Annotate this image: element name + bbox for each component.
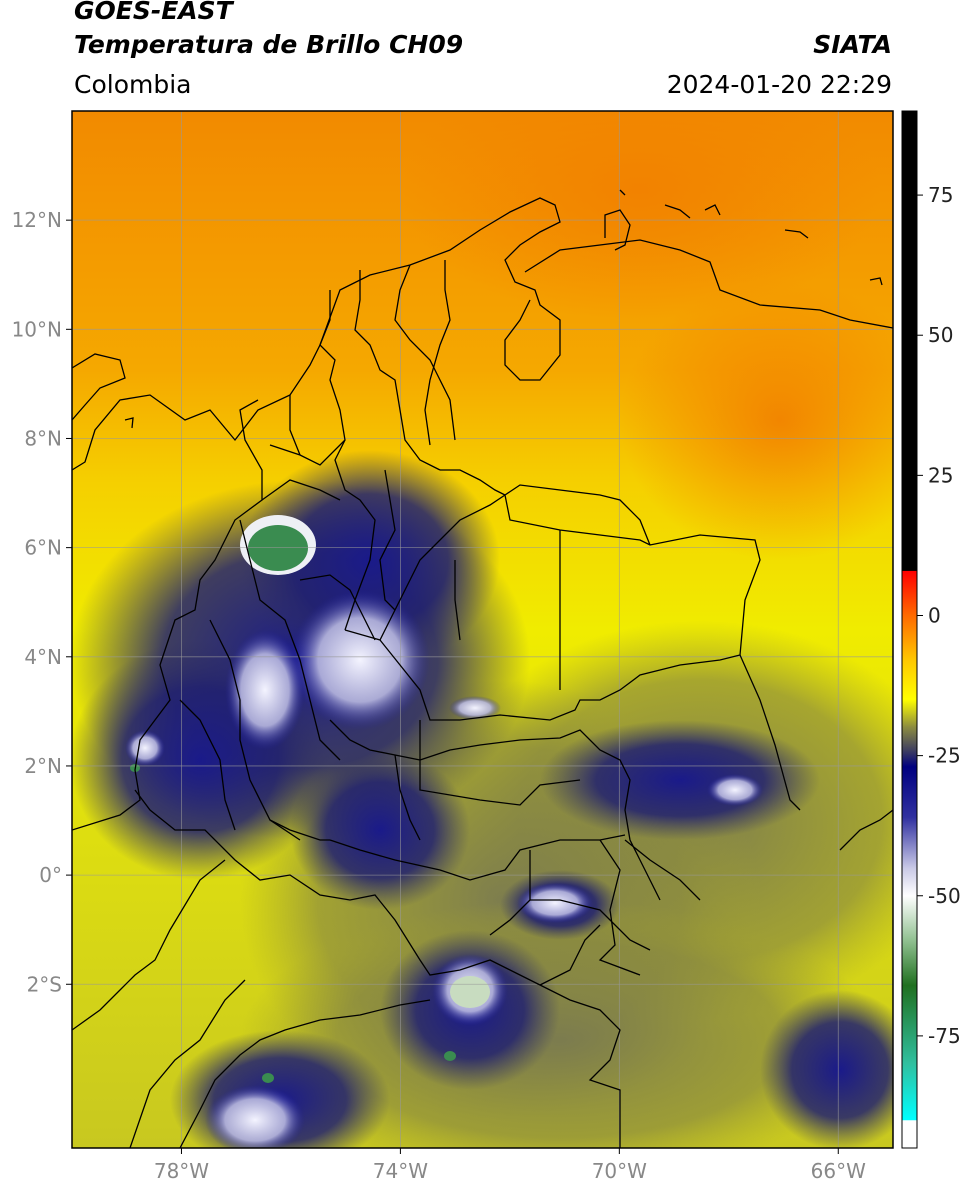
lon-tick-label-2: 70°W [592,1159,647,1183]
map-gridlines [72,111,893,1148]
lat-tick-label-5: 2°N [24,754,62,778]
lon-tick-label-3: 66°W [811,1159,866,1183]
map-frame [71,110,894,1149]
organization-label: SIATA [813,30,892,59]
lat-tick-label-6: 0° [39,863,62,887]
latitude-tick-labels: 12°N 10°N 8°N 6°N 4°N 2°N 0° 2°S [12,208,72,996]
lat-tick-label-1: 10°N [12,317,62,341]
brightness-field [72,111,893,1148]
lat-tick-label-7: 2°S [27,972,62,996]
colorbar-tick-label-4: -25 [928,744,961,768]
lat-tick-label-0: 12°N [12,208,62,232]
country-borders [72,189,893,1148]
product-title: Temperatura de Brillo CH09 [74,30,464,59]
region-label: Colombia [74,70,192,99]
satellite-title: GOES-EAST [74,0,233,25]
lat-tick-label-3: 6°N [24,536,62,560]
colorbar-tick-label-5: -50 [928,884,961,908]
timestamp-label: 2024-01-20 22:29 [666,70,892,99]
colorbar-ticks: 75 50 25 0 -25 -50 -75 [917,183,961,1048]
colorbar-tick-label-6: -75 [928,1024,961,1048]
colorbar-tick-label-3: 0 [928,603,941,627]
colorbar-tick-label-0: 75 [928,183,953,207]
colorbar-tick-label-2: 25 [928,463,953,487]
longitude-tick-labels: 78°W 74°W 70°W 66°W [154,1148,866,1183]
colorbar [901,110,918,1149]
lon-tick-label-1: 74°W [373,1159,428,1183]
lat-tick-label-4: 4°N [24,645,62,669]
lon-tick-label-0: 78°W [154,1159,209,1183]
colorbar-tick-label-1: 50 [928,323,953,347]
lat-tick-label-2: 8°N [24,426,62,450]
